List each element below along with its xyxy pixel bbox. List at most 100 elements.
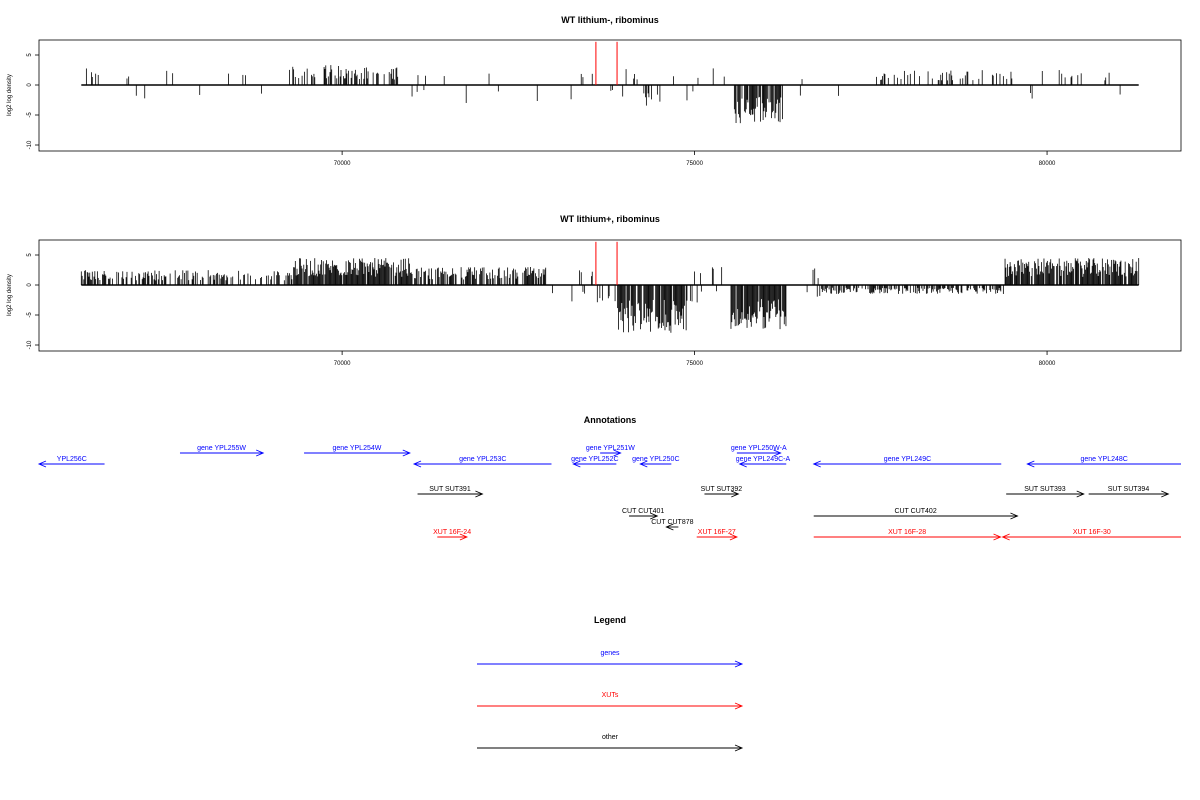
feature-gene: gene YPL248C — [1026, 456, 1181, 468]
track-panel-lithium-plus: WT lithium+, ribominus log2 log density … — [7, 214, 1182, 367]
feature-xut: XUT 16F-27 — [696, 529, 739, 541]
y-tick-label: 0 — [27, 83, 33, 87]
arrow-head — [412, 460, 422, 468]
feature-gene: YPL256C — [37, 456, 105, 468]
arrow-head — [1161, 490, 1170, 498]
feature-label: CUT CUT878 — [651, 519, 693, 526]
feature-label: gene YPL255W — [197, 445, 246, 452]
arrow-head — [812, 460, 821, 468]
feature-label: gene YPL252C — [571, 456, 618, 463]
y-tick-label: -5 — [27, 112, 33, 118]
arrow-head — [459, 533, 469, 541]
legend-title: Legend — [594, 615, 626, 625]
feature-label: SUT SUT393 — [1024, 486, 1066, 493]
arrow-head — [613, 449, 622, 457]
feature-gene: gene YPL252C — [571, 456, 619, 468]
x-tick-label: 75000 — [686, 161, 703, 167]
feature-xut: XUT 16F-24 — [433, 529, 471, 541]
feature-label: gene YPL249C-A — [736, 456, 791, 463]
panel-title: WT lithium+, ribominus — [560, 214, 660, 224]
legend-label: XUTs — [602, 692, 619, 699]
annotations-title: Annotations — [584, 415, 637, 425]
plot-frame — [38, 39, 1182, 152]
feature-arrows: YPL256C gene YPL255W gene YPL254W gene YPL2… — [37, 445, 1181, 541]
feature-gene: gene YPL254W — [304, 445, 411, 457]
y-axis: 5 0 -5 -10 — [27, 53, 39, 149]
arrow-head — [734, 744, 744, 752]
feature-gene: gene YPL253C — [412, 456, 552, 468]
feature-gene: gene YPL249C-A — [736, 456, 791, 468]
x-tick-label: 70000 — [334, 361, 351, 367]
feature-gene: gene YPL250C — [632, 456, 680, 468]
feature-label: XUT 16F-30 — [1073, 529, 1111, 536]
feature-gene: gene YPL249C — [812, 456, 1002, 468]
arrow-head — [1001, 533, 1010, 541]
arrow-head — [1026, 460, 1035, 468]
y-axis: 5 0 -5 -10 — [27, 253, 39, 349]
feature-label: XUT 16F-27 — [698, 529, 736, 536]
arrow-head — [729, 533, 739, 541]
feature-label: gene YPL250W-A — [731, 445, 787, 452]
arrow-head — [773, 449, 782, 457]
legend-item-other: other — [477, 734, 744, 752]
y-tick-label: 5 — [27, 253, 33, 257]
y-axis-label: log2 log density — [7, 74, 13, 116]
arrow-head — [37, 460, 47, 468]
legend-item-xut: XUTs — [477, 692, 744, 710]
feature-other: CUT CUT401 — [622, 508, 664, 520]
marker-lines — [595, 241, 618, 285]
feature-label: gene YPL249C — [884, 456, 931, 463]
feature-xut: XUT 16F-28 — [813, 529, 1002, 541]
feature-other: CUT CUT402 — [813, 508, 1019, 520]
feature-label: gene YPL254W — [332, 445, 381, 452]
feature-label: XUT 16F-28 — [888, 529, 926, 536]
arrow-head — [731, 490, 740, 498]
arrow-head — [1010, 512, 1019, 520]
legend: Legend genes XUTs other — [477, 615, 744, 752]
feature-other: SUT SUT391 — [417, 486, 484, 498]
y-axis-label: log2 log density — [7, 274, 13, 316]
y-tick-label: -10 — [27, 140, 33, 149]
plot-frame — [38, 239, 1182, 352]
arrow-head — [639, 460, 648, 468]
feature-label: YPL256C — [57, 456, 87, 463]
feature-gene: gene YPL255W — [179, 445, 265, 457]
feature-other: SUT SUT392 — [701, 486, 743, 498]
legend-items: genes XUTs other — [477, 650, 744, 752]
feature-other: CUT CUT878 — [651, 519, 694, 531]
feature-other: SUT SUT394 — [1088, 486, 1170, 498]
x-axis: 70000 75000 80000 — [334, 351, 1056, 367]
feature-label: SUT SUT392 — [701, 486, 743, 493]
y-tick-label: 5 — [27, 53, 33, 57]
arrow-head — [572, 460, 581, 468]
feature-label: XUT 16F-24 — [433, 529, 471, 536]
feature-gene: gene YPL250W-A — [731, 445, 787, 457]
feature-label: gene YPL248C — [1080, 456, 1127, 463]
x-tick-label: 75000 — [686, 361, 703, 367]
arrow-head — [734, 660, 744, 668]
legend-label: genes — [600, 650, 620, 657]
arrow-head — [475, 490, 484, 498]
x-tick-label: 80000 — [1039, 161, 1056, 167]
y-tick-label: -5 — [27, 312, 33, 318]
feature-gene: gene YPL251W — [586, 445, 635, 457]
arrow-head — [665, 523, 674, 531]
feature-label: gene YPL250C — [632, 456, 679, 463]
arrow-head — [993, 533, 1002, 541]
feature-other: SUT SUT393 — [1006, 486, 1085, 498]
y-tick-label: -10 — [27, 340, 33, 349]
feature-label: SUT SUT391 — [429, 486, 471, 493]
signal-bars — [80, 258, 1140, 333]
x-tick-label: 80000 — [1039, 361, 1056, 367]
panel-title: WT lithium-, ribominus — [561, 15, 659, 25]
arrow-head — [402, 449, 411, 457]
feature-label: gene YPL253C — [459, 456, 506, 463]
track-panel-lithium-minus: WT lithium-, ribominus log2 log density … — [7, 15, 1182, 167]
feature-label: gene YPL251W — [586, 445, 635, 452]
x-axis: 70000 75000 80000 — [334, 151, 1056, 167]
signal-bars — [81, 65, 1139, 124]
y-tick-label: 0 — [27, 283, 33, 287]
marker-lines — [595, 41, 618, 85]
x-tick-label: 70000 — [334, 161, 351, 167]
